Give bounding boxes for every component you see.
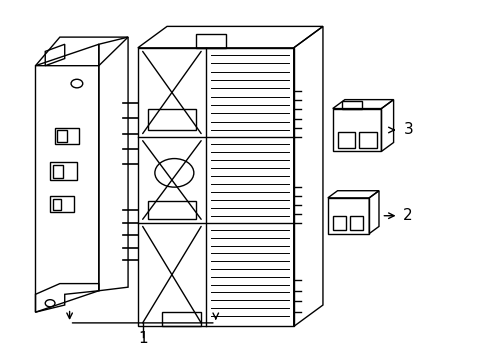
Bar — [50, 196, 74, 212]
Bar — [162, 312, 201, 327]
Bar — [52, 165, 63, 178]
Text: 1: 1 — [138, 332, 147, 346]
Text: 3: 3 — [403, 122, 413, 138]
Bar — [57, 130, 67, 143]
Bar — [333, 216, 346, 230]
Text: 2: 2 — [403, 208, 413, 223]
Bar — [55, 128, 79, 144]
Bar — [343, 102, 362, 109]
Bar — [196, 33, 225, 48]
Bar — [147, 202, 196, 219]
Bar — [360, 132, 376, 148]
Bar — [350, 216, 364, 230]
Bar — [50, 162, 77, 180]
Bar — [52, 199, 61, 210]
Bar — [338, 132, 355, 148]
Bar — [147, 109, 196, 130]
